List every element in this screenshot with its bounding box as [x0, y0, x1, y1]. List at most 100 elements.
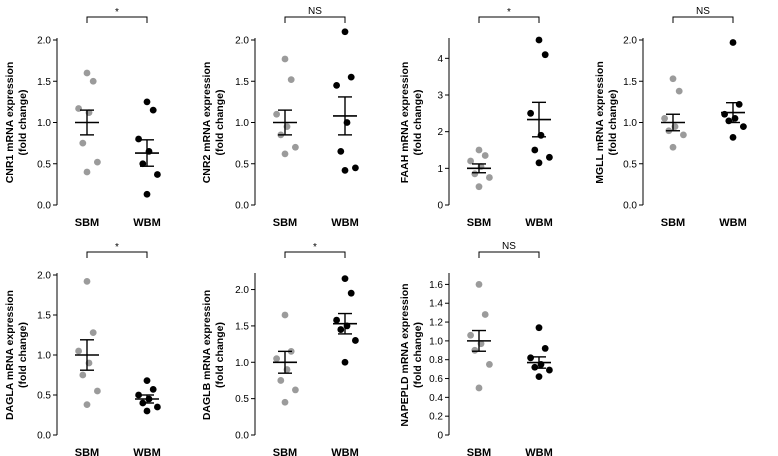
data-point — [341, 358, 349, 366]
y-tick-label: 0.5 — [623, 159, 637, 170]
chart-panel-1: 0.0 0.5 1.0 1.5 2.0 CNR1 mRNA expression (fold… — [4, 7, 161, 229]
data-point — [75, 347, 82, 355]
y-axis-title: DAGLA mRNA expression — [4, 290, 16, 420]
data-point — [79, 371, 87, 379]
data-point — [154, 171, 161, 178]
y-tick-label: 2 — [437, 127, 443, 138]
x-category-label: SBM — [467, 217, 491, 229]
y-tick-label: 1.0 — [37, 118, 51, 129]
significance-bracket — [86, 16, 148, 23]
data-point — [486, 361, 493, 368]
significance-label: * — [507, 7, 511, 18]
x-category-label: WBM — [331, 217, 359, 229]
y-axis-title: NAPEPLD mRNA expression — [399, 283, 411, 426]
chart-panel-7: 0 0.2 0.4 0.6 0.8 1.0 1.2 1.4 1.6 NAPEPLD mRNA ex… — [399, 241, 553, 456]
data-point — [471, 170, 479, 178]
x-category-label: SBM — [467, 447, 491, 456]
x-category-label: WBM — [525, 217, 553, 229]
y-tick-label: 1.0 — [429, 336, 443, 347]
y-axis-title: (fold change) — [214, 322, 226, 388]
data-point — [273, 110, 280, 118]
y-tick-label: 2.0 — [623, 36, 637, 47]
chart-panel-2: 0.0 0.5 1.0 1.5 2.0 CNR2 mRNA expression (fold… — [201, 6, 359, 229]
x-category-label: WBM — [133, 217, 161, 229]
data-point — [333, 81, 340, 89]
data-point — [740, 123, 747, 131]
y-axis-title: DAGLB mRNA expression — [201, 290, 213, 420]
y-tick-label: 1.5 — [37, 77, 51, 88]
y-tick-label: 0.6 — [429, 374, 443, 385]
data-point — [281, 150, 289, 158]
x-category-label: SBM — [273, 217, 297, 229]
data-point — [680, 131, 687, 139]
data-point — [149, 106, 157, 114]
data-point — [281, 311, 289, 319]
data-point — [546, 153, 553, 161]
data-point — [341, 28, 349, 36]
data-point — [471, 346, 479, 354]
data-point — [486, 174, 493, 181]
data-point — [467, 331, 474, 339]
y-axis-title: (fold change) — [214, 90, 226, 156]
y-tick-label: 0.0 — [37, 201, 51, 212]
data-point — [89, 77, 97, 85]
y-tick-label: 1.5 — [623, 77, 637, 88]
y-axis-title: FAAH mRNA expression — [399, 62, 411, 184]
chart-panel-6: 0.0 0.5 1.0 1.5 2.0 DAGLB mRNA expression (fol… — [201, 242, 359, 456]
y-tick-label: 0.0 — [37, 431, 51, 442]
chart-panel-3: 0 1 2 3 4 FAAH mRNA expression (fold change) SB… — [399, 7, 553, 229]
y-tick-label: 1 — [437, 164, 443, 175]
data-point — [83, 168, 91, 176]
data-point — [669, 143, 677, 151]
y-tick-label: 2.0 — [235, 285, 249, 296]
data-point — [143, 407, 151, 415]
data-point — [281, 55, 289, 63]
y-axis-title: CNR1 mRNA expression — [4, 62, 16, 184]
data-point — [135, 391, 143, 399]
significance-label: * — [313, 242, 317, 253]
data-point — [149, 386, 157, 393]
data-point — [481, 311, 489, 318]
data-point — [292, 386, 299, 394]
significance-label: NS — [696, 6, 710, 17]
data-point — [729, 39, 737, 46]
data-point — [675, 87, 683, 95]
significance-bracket — [478, 251, 540, 258]
data-point — [531, 146, 539, 154]
data-point — [75, 105, 82, 112]
chart-panel-4: 0.0 0.5 1.0 1.5 2.0 MGLL mRNA expression (fold… — [594, 6, 747, 229]
data-point — [661, 114, 668, 122]
chart-panel-5: 0.0 0.5 1.0 1.5 2.0 DAGLA mRNA expression (fol… — [4, 242, 161, 456]
data-point — [281, 398, 289, 406]
x-category-label: SBM — [75, 217, 99, 229]
data-point — [292, 143, 299, 151]
significance-bracket — [672, 16, 734, 23]
y-tick-label: 0.8 — [429, 355, 443, 366]
y-axis-title: (fold change) — [17, 322, 29, 388]
data-point — [154, 403, 161, 411]
y-tick-label: 1.0 — [235, 118, 249, 129]
data-point — [527, 109, 534, 117]
y-axis-title: MGLL mRNA expression — [594, 61, 606, 184]
y-tick-label: 0 — [437, 201, 443, 212]
y-tick-label: 4 — [437, 54, 443, 65]
y-tick-label: 3 — [437, 91, 443, 102]
y-tick-label: 1.4 — [429, 299, 443, 310]
significance-bracket — [284, 16, 346, 23]
y-tick-label: 1.0 — [37, 351, 51, 362]
data-point — [94, 158, 101, 166]
significance-label: NS — [308, 6, 322, 17]
y-axis-title: (fold change) — [607, 90, 619, 156]
data-point — [475, 146, 483, 154]
data-point — [481, 152, 489, 159]
y-tick-label: 0.5 — [37, 159, 51, 170]
data-point — [143, 190, 151, 198]
x-category-label: SBM — [273, 447, 297, 456]
data-point — [273, 355, 280, 363]
y-tick-label: 0.5 — [37, 391, 51, 402]
data-point — [527, 354, 534, 362]
y-tick-label: 2.0 — [37, 271, 51, 282]
significance-label: NS — [502, 241, 516, 252]
data-point — [669, 75, 677, 83]
